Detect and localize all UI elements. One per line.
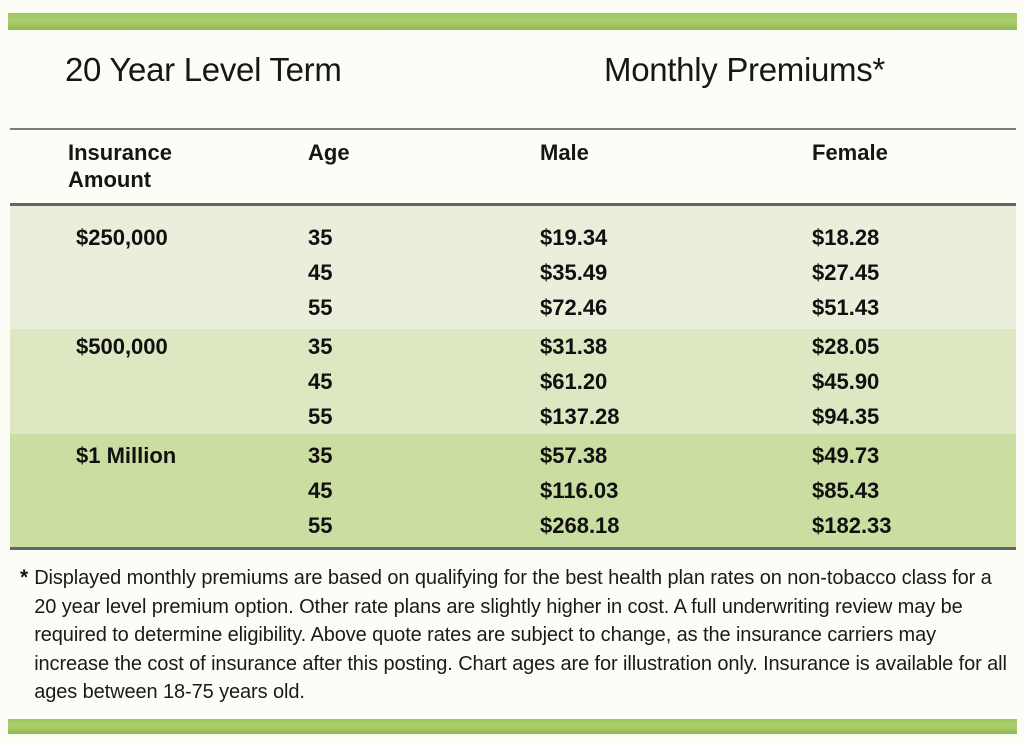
male-premium-cell: $31.38: [540, 333, 608, 359]
age-cell: 55: [308, 294, 333, 320]
table-row: 45 $116.03 $85.43: [10, 473, 1016, 508]
column-header-age: Age: [308, 140, 350, 165]
male-premium-cell: $61.20: [540, 368, 608, 394]
title-row: 20 Year Level Term Monthly Premiums*: [0, 51, 1024, 93]
male-premium-cell: $72.46: [540, 294, 608, 320]
age-cell: 45: [308, 259, 333, 285]
top-accent-bar: [8, 13, 1017, 30]
table-bottom-rule: [10, 547, 1016, 550]
age-cell: 55: [308, 512, 333, 538]
footnote-asterisk: *: [20, 566, 29, 589]
column-header-insurance-amount: Insurance Amount: [68, 140, 172, 192]
female-premium-cell: $85.43: [812, 477, 880, 503]
age-cell: 55: [308, 403, 333, 429]
female-premium-cell: $45.90: [812, 368, 880, 394]
header-bottom-rule: [10, 203, 1016, 206]
insurance-amount-cell: $1 Million: [76, 442, 177, 468]
age-cell: 35: [308, 224, 333, 250]
insurance-amount-cell: $500,000: [76, 333, 168, 359]
footnote-text: Displayed monthly premiums are based on …: [34, 567, 1007, 703]
female-premium-cell: $28.05: [812, 333, 880, 359]
female-premium-cell: $27.45: [812, 259, 880, 285]
age-cell: 45: [308, 477, 333, 503]
table-row: $500,000 35 $31.38 $28.05: [10, 329, 1016, 364]
table-row: $1 Million 35 $57.38 $49.73: [10, 438, 1016, 473]
header-top-rule: [10, 128, 1016, 130]
table-row: $250,000 35 $19.34 $18.28: [10, 220, 1016, 255]
female-premium-cell: $94.35: [812, 403, 880, 429]
male-premium-cell: $35.49: [540, 259, 608, 285]
male-premium-cell: $268.18: [540, 512, 620, 538]
female-premium-cell: $49.73: [812, 442, 880, 468]
female-premium-cell: $182.33: [812, 512, 892, 538]
column-header-female: Female: [812, 140, 888, 165]
table-header-row: Insurance Amount Age Male Female: [10, 139, 1016, 193]
female-premium-cell: $18.28: [812, 224, 880, 250]
bottom-accent-bar: [8, 719, 1017, 734]
premiums-title: Monthly Premiums*: [604, 51, 885, 88]
male-premium-cell: $57.38: [540, 442, 608, 468]
age-cell: 45: [308, 368, 333, 394]
table-row: 55 $137.28 $94.35: [10, 399, 1016, 434]
age-cell: 35: [308, 442, 333, 468]
disclaimer-footnote: * Displayed monthly premiums are based o…: [20, 564, 1008, 707]
table-row: 55 $72.46 $51.43: [10, 290, 1016, 325]
table-row: 45 $61.20 $45.90: [10, 364, 1016, 399]
table-row: 45 $35.49 $27.45: [10, 255, 1016, 290]
column-header-male: Male: [540, 140, 589, 165]
page-title: 20 Year Level Term: [65, 51, 342, 88]
rate-group-500k: $500,000 35 $31.38 $28.05 45 $61.20 $45.…: [10, 329, 1016, 434]
male-premium-cell: $137.28: [540, 403, 620, 429]
male-premium-cell: $19.34: [540, 224, 608, 250]
rate-table-body: $250,000 35 $19.34 $18.28 45 $35.49 $27.…: [10, 206, 1016, 547]
male-premium-cell: $116.03: [540, 477, 619, 503]
rate-group-1m: $1 Million 35 $57.38 $49.73 45 $116.03 $…: [10, 434, 1016, 547]
insurance-amount-cell: $250,000: [76, 224, 168, 250]
table-row: 55 $268.18 $182.33: [10, 508, 1016, 543]
female-premium-cell: $51.43: [812, 294, 880, 320]
age-cell: 35: [308, 333, 333, 359]
rate-group-250k: $250,000 35 $19.34 $18.28 45 $35.49 $27.…: [10, 206, 1016, 329]
